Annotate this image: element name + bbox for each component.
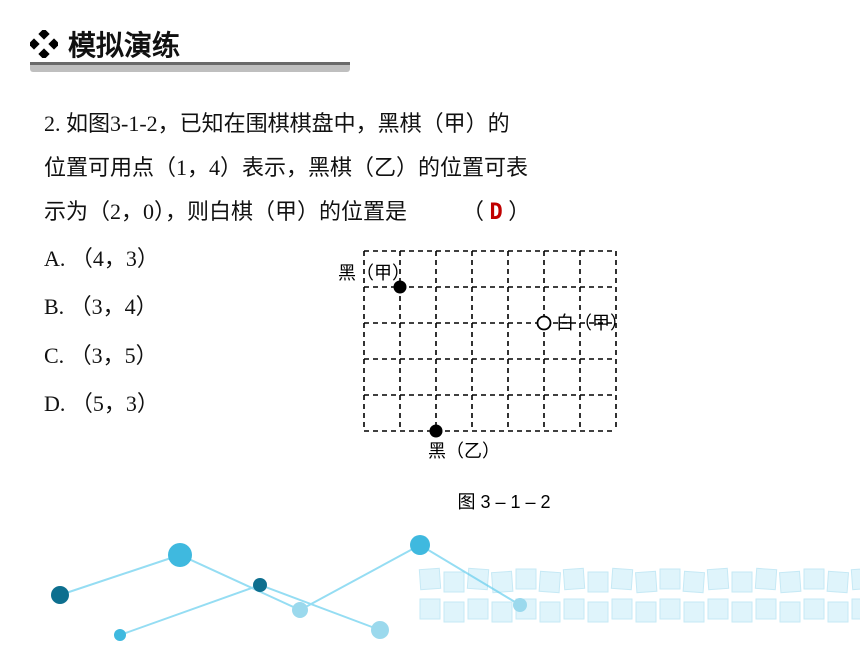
options-list: A. （4，3） B. （3，4） C. （3，5） D. （5，3） — [44, 235, 304, 429]
stone-white-a — [538, 317, 551, 330]
header-underline — [30, 62, 350, 72]
section-title: 模拟演练 — [68, 31, 180, 62]
question-line-3: 示为（2，0），则白棋（甲）的位置是 （ D ） — [44, 190, 816, 235]
question-block: 2. 如图3-1-2，已知在围棋棋盘中，黑棋（甲）的 位置可用点（1，4）表示，… — [0, 72, 860, 520]
question-line-2: 位置可用点（1，4）表示，黑棋（乙）的位置可表 — [44, 146, 816, 190]
diamond-cluster-icon — [30, 30, 58, 58]
option-c: C. （3，5） — [44, 332, 304, 380]
svg-text:白（甲）: 白（甲） — [556, 313, 628, 333]
svg-text:黑（甲）: 黑（甲） — [338, 263, 410, 283]
question-line-1: 2. 如图3-1-2，已知在围棋棋盘中，黑棋（甲）的 — [44, 102, 816, 146]
answer-letter: D — [490, 200, 503, 225]
question-line-3-post: ） — [503, 199, 531, 224]
background-decoration — [0, 515, 860, 645]
question-line-3-pre: 示为（2，0），则白棋（甲）的位置是 （ — [44, 199, 490, 224]
figure: 黑（甲）白（甲）黑（乙） 图 3 – 1 – 2 — [324, 235, 684, 520]
section-header: 模拟演练 — [0, 0, 860, 62]
svg-text:黑（乙）: 黑（乙） — [428, 441, 500, 461]
go-board-grid: 黑（甲） 白（甲） 黑（乙） — [324, 241, 684, 461]
option-d: D. （5，3） — [44, 380, 304, 428]
option-a: A. （4，3） — [44, 235, 304, 283]
stone-black-b — [430, 425, 443, 438]
option-b: B. （3，4） — [44, 283, 304, 331]
